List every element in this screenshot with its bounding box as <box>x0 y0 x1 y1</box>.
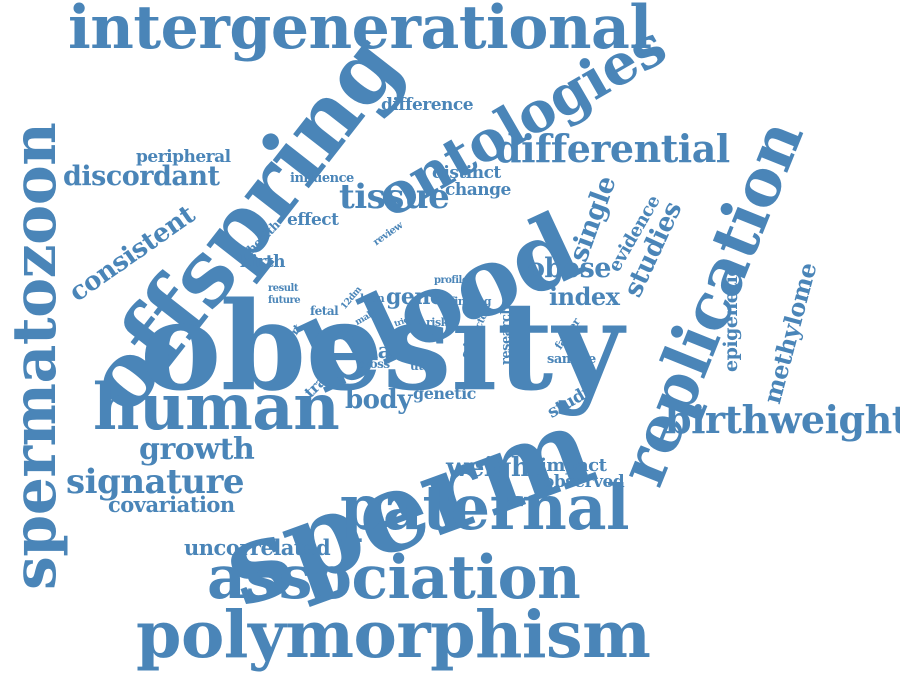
word-review: review <box>371 220 405 249</box>
word-change: change <box>445 180 511 200</box>
word-birthweight: birthweight <box>665 397 900 442</box>
word-mas: mas <box>356 338 403 363</box>
word-distinct: distinct <box>432 163 501 183</box>
word-intergenerational: intergenerational <box>68 0 652 63</box>
word-impact: impact <box>540 455 607 476</box>
word-methylome: methylome <box>757 259 823 407</box>
word-result: result <box>268 283 298 294</box>
word-index: index <box>549 282 620 311</box>
word-cross: cross <box>357 357 390 371</box>
word-uncorrelated: uncorrelated <box>184 535 331 560</box>
word-signature: signature <box>66 462 245 502</box>
word-tissue: tissue <box>339 177 450 217</box>
word-birth: birth <box>240 252 286 272</box>
word-finding: finding <box>450 295 491 308</box>
word-spermatozoon: spermatozoon <box>0 122 70 590</box>
word-paternal: paternal <box>340 471 630 544</box>
word-gene: gene <box>386 284 444 310</box>
word-discordant: discordant <box>63 161 220 192</box>
word-human: human <box>93 370 340 445</box>
word-obese: obese <box>527 253 611 284</box>
word-obesity: obesity <box>140 274 624 418</box>
word-peripheral: peripheral <box>136 147 231 167</box>
word-observed: observed <box>543 472 625 492</box>
word-genetic: genetic <box>413 384 476 403</box>
word-weight: weight <box>446 453 541 483</box>
word-differential: differential <box>495 126 730 171</box>
word-effect: effect <box>287 210 339 230</box>
word-sample: sample <box>547 352 596 367</box>
word-risk: risk <box>426 316 448 329</box>
word-difference: difference <box>381 95 474 115</box>
word-lean: lean <box>360 292 385 305</box>
word-body: body <box>345 385 412 415</box>
word-fetal: fetal <box>310 304 339 318</box>
word-utero: utero <box>410 359 444 373</box>
word-profile: profile <box>434 275 468 286</box>
word-polymorphism: polymorphism <box>136 597 651 673</box>
word-future: future <box>268 295 301 306</box>
word-association: association <box>207 543 581 613</box>
word-epigenetic: epigenetic <box>720 265 742 372</box>
word-influence: influence <box>290 171 354 186</box>
word-growth: growth <box>139 432 255 467</box>
word-covariation: covariation <box>108 492 235 517</box>
